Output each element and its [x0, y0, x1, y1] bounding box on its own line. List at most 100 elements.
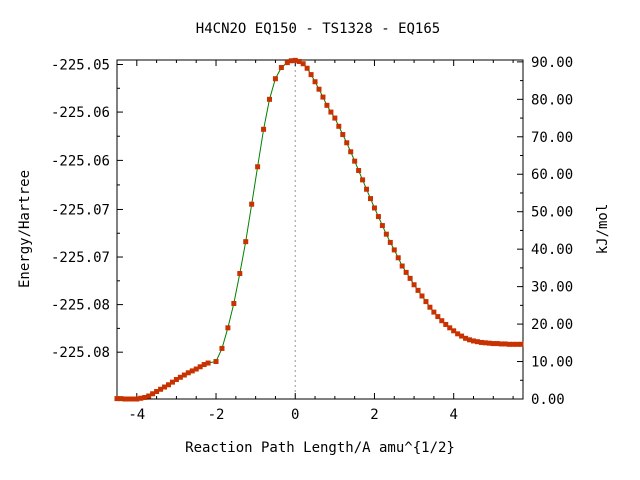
right-tick-label: 40.00	[531, 242, 573, 258]
right-tick-label: 50.00	[531, 205, 573, 221]
data-point	[482, 340, 488, 346]
data-point	[514, 341, 520, 347]
data-point	[205, 360, 211, 366]
data-point	[284, 60, 290, 66]
left-tick-label: -225.06	[51, 105, 110, 121]
left-tick-label: -225.07	[51, 202, 110, 218]
data-point	[502, 341, 508, 347]
data-point	[219, 345, 225, 351]
data-point	[411, 282, 417, 288]
data-point	[474, 339, 480, 345]
data-point	[451, 328, 457, 334]
data-point	[255, 164, 261, 170]
data-point	[332, 115, 338, 121]
data-point	[177, 374, 183, 380]
chart-title: H4CN2O EQ150 - TS1328 - EQ165	[196, 21, 440, 37]
data-point	[201, 362, 207, 368]
data-point	[427, 304, 433, 310]
data-point	[470, 338, 476, 344]
data-point	[356, 168, 362, 174]
data-point	[423, 299, 429, 305]
data-point	[518, 341, 524, 347]
data-point	[478, 339, 484, 345]
data-point	[368, 196, 374, 202]
x-tick-label: 0	[291, 407, 299, 423]
data-point	[266, 96, 272, 102]
data-point	[142, 395, 148, 401]
data-point	[278, 64, 284, 70]
data-point	[348, 149, 354, 155]
data-point	[399, 263, 405, 269]
data-point	[443, 321, 449, 327]
data-point	[150, 391, 156, 397]
data-point	[134, 396, 140, 402]
data-point	[506, 341, 512, 347]
data-point	[320, 94, 326, 100]
axis-ticks: -4 -2 0 2 4 -225.08 -225.08 -225.07 -225.07 -225.…	[51, 55, 573, 423]
data-point	[173, 377, 179, 383]
x-tick-label: 4	[449, 407, 457, 423]
data-point	[336, 123, 342, 129]
plot-frame	[116, 59, 524, 400]
data-point	[304, 65, 310, 71]
data-point	[130, 396, 136, 402]
data-point	[138, 395, 144, 401]
data-point	[213, 359, 219, 365]
data-point	[243, 239, 249, 245]
x-tick-label: 2	[370, 407, 378, 423]
data-point	[146, 393, 152, 399]
y-axis-label-left: Energy/Hartree	[17, 170, 33, 288]
right-tick-label: 60.00	[531, 167, 573, 183]
data-point	[407, 275, 413, 281]
x-tick-label: -2	[208, 407, 225, 423]
data-point	[486, 340, 492, 346]
data-point	[344, 140, 350, 146]
right-tick-label: 70.00	[531, 130, 573, 146]
data-point	[498, 341, 504, 347]
data-point	[467, 337, 473, 343]
data-point	[419, 293, 425, 299]
data-point	[391, 247, 397, 253]
data-point	[431, 309, 437, 315]
data-point	[494, 341, 500, 347]
data-point	[371, 205, 377, 211]
data-point	[352, 158, 358, 164]
data-point	[237, 271, 243, 277]
data-point	[312, 79, 318, 85]
data-point	[383, 231, 389, 237]
right-tick-label: 80.00	[531, 92, 573, 108]
data-point	[379, 223, 385, 229]
data-point	[154, 389, 160, 395]
left-tick-label: -225.06	[51, 153, 110, 169]
data-point	[375, 214, 381, 220]
data-point	[364, 186, 370, 192]
data-point	[249, 201, 255, 207]
data-point	[447, 325, 453, 331]
left-tick-label: -225.07	[51, 250, 110, 266]
data-point	[225, 325, 231, 331]
data-point	[261, 126, 267, 132]
data-point	[439, 318, 445, 324]
data-point	[165, 382, 171, 388]
data-point	[197, 364, 203, 370]
data-point	[459, 333, 465, 339]
data-point	[435, 314, 441, 320]
data-point	[387, 239, 393, 245]
data-point	[158, 386, 164, 392]
data-point	[360, 177, 366, 183]
energy-curve	[117, 59, 521, 400]
right-tick-label: 20.00	[531, 317, 573, 333]
data-point	[181, 372, 187, 378]
data-point	[118, 396, 124, 402]
x-tick-label: -4	[128, 407, 145, 423]
data-point	[122, 396, 128, 402]
data-point	[169, 379, 175, 385]
data-point	[193, 366, 199, 372]
data-point	[292, 57, 298, 63]
data-point	[300, 61, 306, 67]
y-axis-label-right: kJ/mol	[595, 204, 611, 255]
data-point	[189, 368, 195, 374]
data-point	[328, 109, 334, 115]
data-point	[288, 58, 294, 64]
data-point	[231, 300, 237, 306]
